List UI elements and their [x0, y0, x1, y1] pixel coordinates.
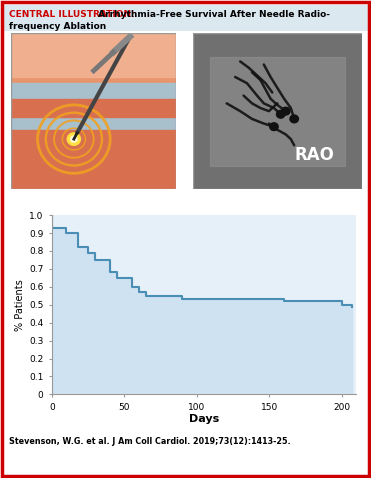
Circle shape — [282, 107, 290, 115]
Circle shape — [290, 115, 298, 123]
Text: Freedom From Ventricular Arrhythmias: Freedom From Ventricular Arrhythmias — [65, 196, 308, 206]
Bar — [11, 99, 176, 118]
Circle shape — [70, 136, 77, 142]
Bar — [11, 33, 176, 77]
Bar — [210, 57, 345, 165]
Circle shape — [276, 110, 285, 118]
Circle shape — [67, 133, 81, 145]
Text: Arrhythmia-Free Survival After Needle Radio-: Arrhythmia-Free Survival After Needle Ra… — [95, 10, 329, 19]
Text: Stevenson, W.G. et al. J Am Coll Cardiol. 2019;73(12):1413-25.: Stevenson, W.G. et al. J Am Coll Cardiol… — [9, 437, 291, 446]
Text: CENTRAL ILLUSTRATION:: CENTRAL ILLUSTRATION: — [9, 10, 135, 19]
Bar — [11, 118, 176, 130]
Bar — [11, 130, 176, 189]
Bar — [11, 83, 176, 99]
X-axis label: Days: Days — [189, 414, 219, 424]
Text: RAO: RAO — [295, 146, 334, 163]
Y-axis label: % Patients: % Patients — [15, 279, 25, 331]
Circle shape — [270, 123, 278, 130]
Text: frequency Ablation: frequency Ablation — [9, 22, 106, 31]
